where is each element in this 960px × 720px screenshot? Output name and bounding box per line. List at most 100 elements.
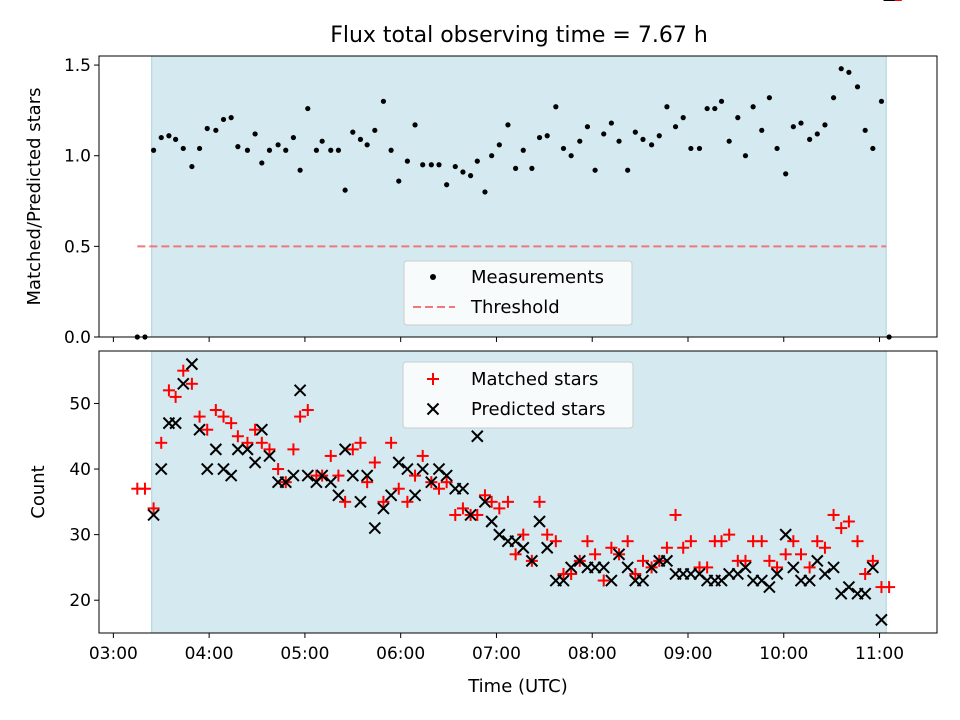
predicted-star-point [763, 580, 776, 594]
predicted-star-point [636, 574, 650, 587]
measurement-point [444, 182, 450, 188]
predicted-star-point [360, 469, 374, 482]
y-tick-label: 30 [69, 526, 91, 546]
matched-star-point [763, 554, 776, 567]
predicted-star-point [255, 423, 269, 436]
predicted-star-point [293, 384, 307, 397]
matched-star-point [361, 476, 374, 489]
predicted-star-point [464, 508, 477, 522]
measurement-point [712, 105, 718, 112]
measurement-point [460, 169, 466, 175]
matched-star-point [677, 541, 690, 554]
predicted-star-point [621, 561, 634, 574]
legend-matched-label: Matched stars [471, 369, 598, 390]
top-legend: Measurements Threshold [403, 260, 633, 326]
measurement-point [489, 153, 495, 159]
predicted-star-point [811, 554, 824, 568]
predicted-star-point [301, 469, 314, 482]
measurement-point [275, 142, 281, 148]
matched-star-point [589, 548, 602, 561]
matched-star-point [605, 541, 618, 554]
matched-star-point [346, 443, 359, 456]
predicted-star-point [517, 541, 530, 554]
predicted-star-point [147, 508, 160, 522]
measurement-point [220, 116, 227, 123]
predicted-star-point [456, 482, 470, 495]
measurement-point [335, 147, 342, 153]
y-tick-label: 0.0 [64, 328, 91, 348]
measurement-point [436, 162, 442, 168]
measurement-point [252, 131, 258, 137]
measurement-point [750, 104, 756, 110]
matched-star-point [287, 443, 300, 456]
measurement-point [180, 145, 186, 152]
matched-star-point [581, 535, 594, 548]
predicted-star-point [315, 469, 329, 482]
predicted-star-point [377, 502, 390, 515]
legend-predicted-label: Predicted stars [471, 399, 605, 420]
measurement-point [553, 104, 559, 110]
matched-star-point [409, 469, 422, 482]
measurement-point [380, 98, 387, 104]
measurement-point [649, 142, 655, 148]
measurement-point [328, 147, 334, 153]
matched-star-point [147, 502, 160, 515]
top-axes-frame [98, 55, 938, 338]
matched-star-point [851, 535, 864, 548]
chart-title: Flux total observing time = 7.67 h [330, 23, 708, 48]
matched-star-point [177, 364, 190, 377]
measurement-point [364, 142, 370, 148]
matched-star-point [787, 535, 800, 548]
measurement-point [862, 127, 868, 133]
measurement-point [196, 145, 203, 152]
matched-star-point [392, 482, 405, 495]
matched-star-point [432, 482, 445, 495]
matched-star-point [169, 390, 182, 403]
measurement-point [672, 124, 679, 130]
measurement-point [496, 142, 502, 148]
measurement-point [814, 131, 820, 137]
measurement-point [584, 124, 591, 130]
bottom-legend: Matched stars Predicted stars [402, 361, 634, 429]
measurement-point [259, 160, 265, 166]
matched-star-point [533, 495, 546, 508]
measurement-point [664, 104, 670, 110]
x-tick-label: 06:00 [376, 644, 425, 664]
matched-star-point [401, 495, 414, 508]
predicted-star-point [597, 561, 610, 574]
measurement-point [313, 147, 320, 153]
measurement-point [428, 162, 434, 168]
matched-star-point [701, 561, 714, 574]
predicted-star-point [770, 567, 784, 581]
matched-star-point [478, 489, 491, 502]
matched-star-point [332, 469, 345, 482]
measurement-point [830, 95, 837, 101]
matched-star-point [660, 541, 673, 554]
legend-matched-marker [427, 373, 439, 385]
matched-star-point [755, 535, 768, 548]
matched-star-point [449, 508, 462, 521]
predicted-star-point [866, 561, 880, 574]
measurement-point [822, 122, 828, 128]
x-tick-label: 03:00 [89, 644, 138, 664]
legend-cross-glyph [426, 402, 440, 416]
measurement-point [696, 145, 703, 152]
matched-star-point [771, 561, 784, 574]
matched-star-point [629, 567, 642, 580]
matched-star-point [377, 495, 390, 508]
predicted-star-point [193, 423, 206, 436]
predicted-stars-points [147, 0, 895, 627]
measurement-point [396, 178, 402, 184]
measurement-point [726, 138, 732, 144]
matched-star-point [263, 443, 276, 456]
measurement-point [718, 98, 725, 104]
top-y-ticks: 0.0 0.5 1.0 1.5 [64, 56, 99, 348]
measurement-point [150, 147, 157, 153]
measurement-point [204, 125, 210, 132]
matched-star-point [621, 535, 634, 548]
measurement-point [467, 173, 474, 179]
measurement-point [319, 138, 325, 144]
measurement-point [513, 165, 519, 171]
matched-star-point [715, 535, 728, 548]
measurement-point [505, 122, 511, 128]
